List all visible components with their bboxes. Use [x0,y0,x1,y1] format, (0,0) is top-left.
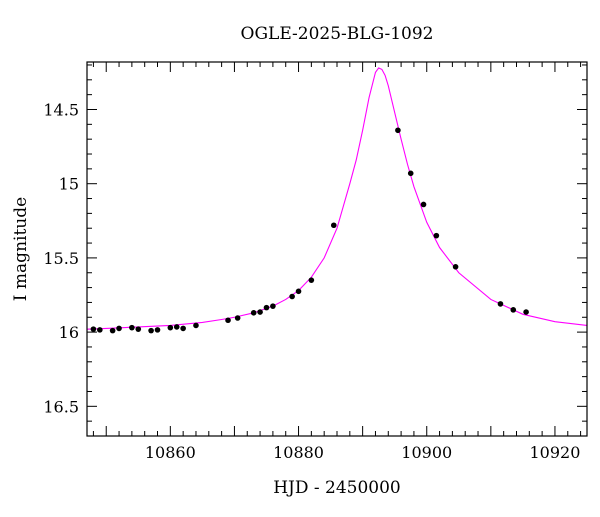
data-point [420,201,427,208]
data-point [330,222,337,229]
data-point [295,288,302,295]
data-point [270,303,276,309]
y-axis-label: I magnitude [11,197,31,301]
data-point [193,322,199,329]
data-point [173,324,180,330]
data-point [180,325,186,332]
x-tick-label: 10880 [273,443,324,462]
data-point [407,170,414,177]
data-point [154,327,161,333]
data-point [97,327,103,333]
data-point [167,324,174,331]
data-point [263,304,270,311]
y-tick-label: 16 [59,323,79,342]
x-tick-label: 10900 [401,443,452,462]
data-point [452,264,459,270]
x-axis-label: HJD - 2450000 [273,478,401,498]
data-point [510,307,517,313]
data-point [234,315,241,321]
data-point [116,325,122,332]
y-tick-label: 15.5 [43,249,79,268]
data-point [250,310,257,316]
data-point [395,127,401,134]
chart-title: OGLE-2025-BLG-1092 [241,24,434,44]
data-point [433,232,440,239]
data-point [129,324,135,331]
data-point [148,327,154,334]
data-point [497,301,504,307]
x-tick-label: 10860 [145,443,196,462]
data-point [135,326,142,332]
y-tick-label: 14.5 [43,100,79,119]
data-point [225,317,231,324]
data-point [257,309,263,315]
y-tick-label: 15 [59,175,79,194]
model-curve [87,67,587,330]
plot-area [87,67,587,334]
x-tick-label: 10920 [529,443,580,462]
data-point [523,309,529,315]
y-tick-label: 16.5 [43,397,79,416]
data-point [109,327,116,334]
data-point [90,326,97,332]
plot-frame [86,61,588,437]
data-point [289,293,295,300]
data-point [308,277,315,283]
axis-ticks: 10860 10880 10900 10920 14.5 15 15.5 16 16.5 [43,62,587,462]
